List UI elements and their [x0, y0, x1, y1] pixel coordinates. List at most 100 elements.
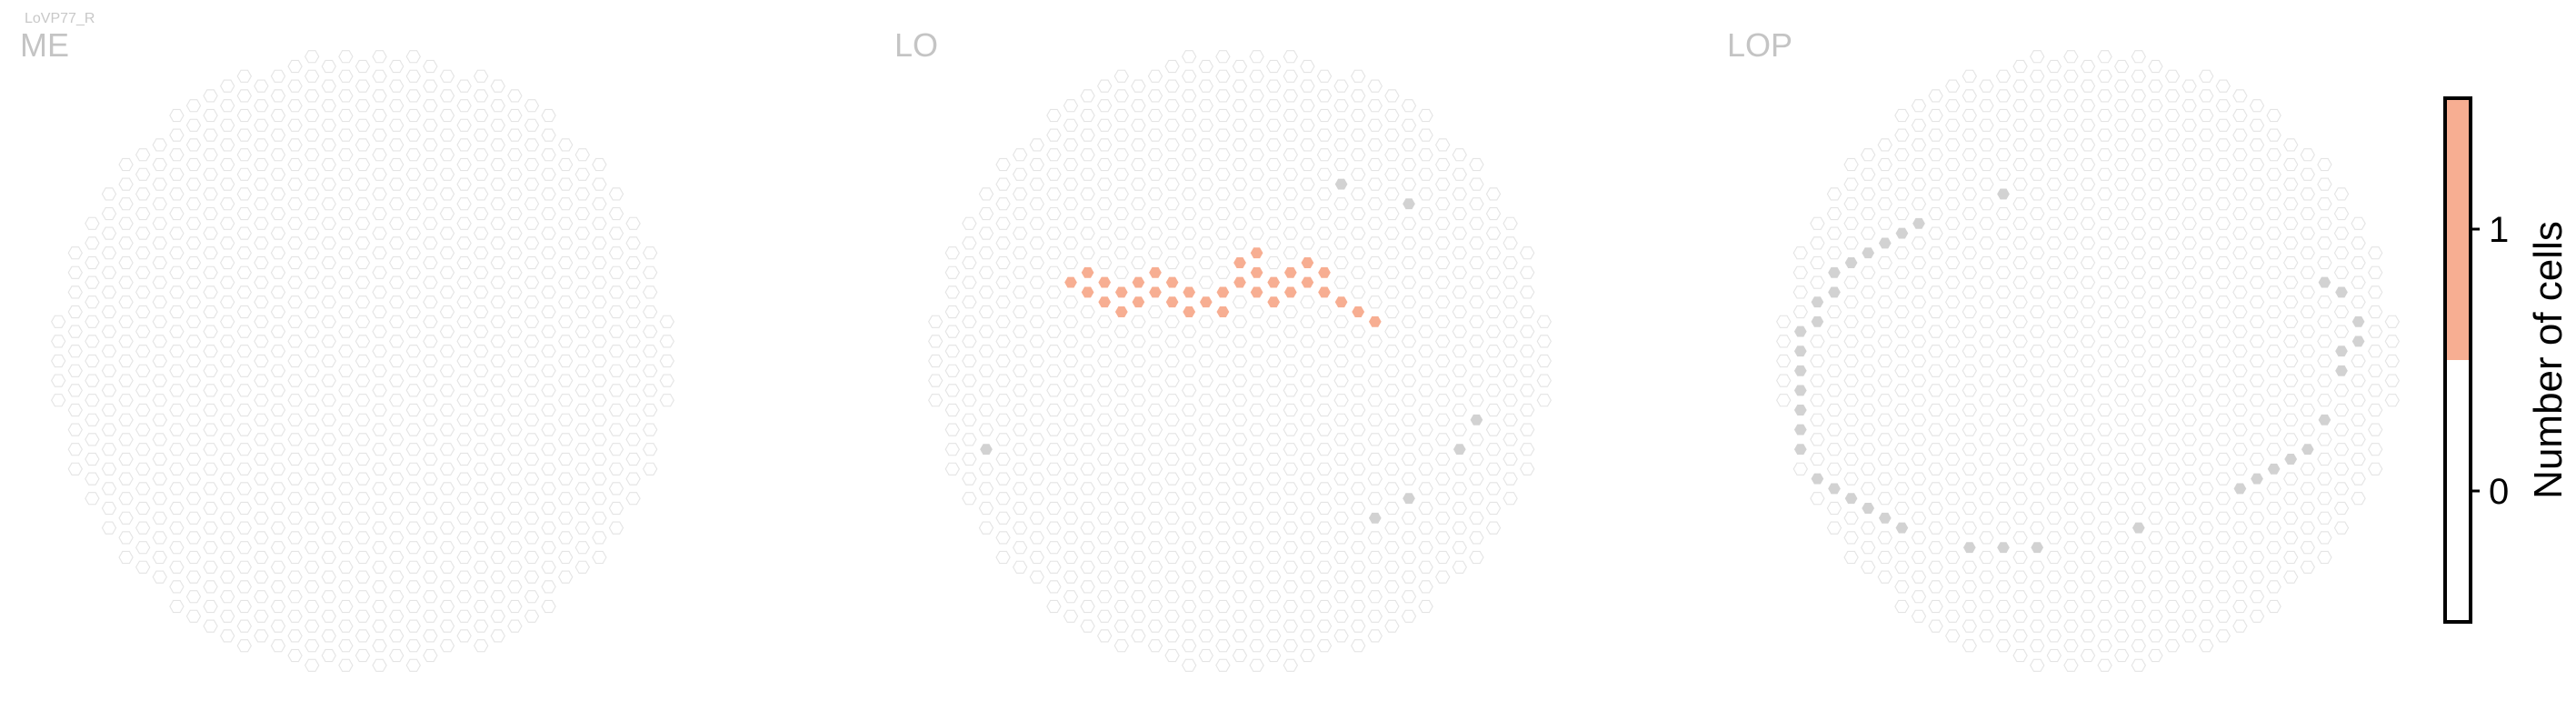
hex-cell-empty: [1367, 99, 1383, 113]
hex-cell-empty: [1861, 521, 1876, 535]
hex-cell-empty: [1113, 423, 1129, 436]
hex-cell-empty: [1928, 305, 1943, 319]
hex-cell-empty: [2384, 394, 2400, 407]
hex-cell-empty: [2164, 325, 2181, 338]
hex-cell-empty: [1962, 226, 1977, 240]
hex-cell-empty: [2317, 157, 2332, 172]
hex-cell-empty: [203, 599, 218, 614]
hex-cell-empty: [372, 285, 387, 299]
hex-cell-empty: [2182, 157, 2197, 172]
hex-cell-empty: [439, 325, 455, 338]
hex-cell-empty: [405, 50, 421, 64]
hex-cell-empty: [1351, 128, 1366, 142]
hex-cell-empty: [389, 570, 404, 584]
hex-cell-empty: [1029, 138, 1044, 152]
hex-cell-empty: [2215, 99, 2231, 113]
hex-cell-empty: [389, 59, 404, 74]
hex-cell-empty: [2317, 315, 2332, 328]
hex-cell-empty: [2283, 335, 2299, 348]
hex-cell-empty: [1911, 177, 1927, 191]
hex-cell-empty: [1215, 226, 1231, 240]
hex-cell-empty: [1911, 511, 1927, 525]
hex-cell-empty: [1367, 354, 1383, 368]
hex-cell-empty: [118, 433, 134, 446]
hex-cell-empty: [2368, 403, 2383, 417]
hex-cell-empty: [1164, 550, 1180, 565]
hex-edge-marker: [2249, 472, 2265, 486]
hex-cell-empty: [1113, 364, 1129, 377]
hex-cell-empty: [1384, 403, 1400, 417]
hex-cell-empty: [1266, 216, 1282, 230]
hex-cell-empty: [608, 462, 624, 476]
hex-cell-empty: [608, 403, 624, 417]
hex-cell-empty: [1131, 138, 1146, 152]
hex-cell-empty: [1316, 246, 1333, 260]
hex-cell-empty: [1063, 236, 1079, 250]
hex-cell-empty: [2012, 570, 2028, 584]
hex-cell-empty: [1401, 413, 1417, 426]
hex-cell-empty: [2097, 206, 2112, 221]
hex-cell-empty: [474, 541, 489, 555]
hex-cell-empty: [1928, 246, 1943, 260]
hex-cell-empty: [995, 472, 1011, 486]
hex-cell-empty: [1300, 374, 1315, 387]
hex-cell-empty: [1249, 560, 1264, 574]
hex-cell-empty: [1384, 599, 1400, 614]
hex-cell-empty: [1503, 433, 1518, 446]
hex-cell-empty: [2131, 226, 2146, 240]
hex-cell-empty: [1367, 609, 1383, 623]
hex-cell-empty: [1351, 364, 1366, 377]
hex-cell-empty: [405, 89, 421, 103]
hex-cell-empty: [456, 394, 472, 407]
hex-cell-empty: [1029, 177, 1044, 191]
hex-cell-value-1: [1215, 285, 1231, 299]
hex-cell-empty: [203, 482, 218, 496]
hex-cell-empty: [1861, 423, 1876, 436]
hex-cell-empty: [321, 118, 336, 132]
hex-cell-empty: [1316, 325, 1333, 338]
hex-cell-empty: [1147, 108, 1163, 123]
hex-cell-empty: [1097, 629, 1113, 643]
hex-cell-empty: [592, 550, 607, 565]
hex-cell-empty: [2097, 599, 2112, 614]
hex-cell-empty: [1147, 226, 1163, 240]
hex-cell-empty: [1401, 99, 1417, 113]
hex-cell-empty: [1367, 138, 1383, 152]
hex-cell-empty: [1097, 511, 1113, 525]
hex-cell-empty: [1861, 325, 1876, 338]
hex-cell-empty: [995, 216, 1011, 230]
hex-cell-empty: [270, 108, 286, 123]
hex-edge-marker: [2333, 285, 2350, 299]
hex-cell-value-1: [1113, 285, 1130, 299]
hex-cell-empty: [1367, 236, 1383, 250]
hex-cell-empty: [1215, 50, 1231, 64]
hex-cell-empty: [962, 394, 977, 407]
hex-cell-empty: [2232, 206, 2248, 221]
hex-cell-empty: [1147, 384, 1163, 397]
hex-cell-empty: [1249, 501, 1264, 516]
hex-cell-empty: [2215, 413, 2231, 426]
hex-cell-empty: [1013, 148, 1028, 162]
hex-cell-empty: [1418, 580, 1433, 594]
hex-cell-empty: [1520, 423, 1535, 436]
hex-cell-empty: [1215, 599, 1231, 614]
hex-cell-empty: [152, 354, 167, 368]
hex-cell-empty: [978, 265, 994, 279]
hex-cell-empty: [2351, 433, 2366, 446]
hex-cell-value-1: [1265, 275, 1282, 289]
hex-cell-empty: [423, 118, 438, 132]
hex-cell-empty: [1452, 246, 1467, 260]
hex-cell-empty: [574, 325, 590, 338]
hex-cell-empty: [101, 305, 117, 319]
hex-cell-empty: [2046, 177, 2062, 191]
hex-cell-empty: [1418, 482, 1433, 496]
hex-cell-empty: [2317, 335, 2332, 348]
hex-cell-empty: [354, 118, 371, 132]
hex-cell-empty: [423, 295, 438, 309]
hex-cell-empty: [592, 236, 607, 250]
hex-cell-empty: [1283, 560, 1298, 574]
hex-cell-empty: [2046, 59, 2062, 74]
hex-cell-empty: [1113, 226, 1129, 240]
hex-cell-empty: [169, 345, 185, 358]
hex-cell-empty: [372, 108, 387, 123]
